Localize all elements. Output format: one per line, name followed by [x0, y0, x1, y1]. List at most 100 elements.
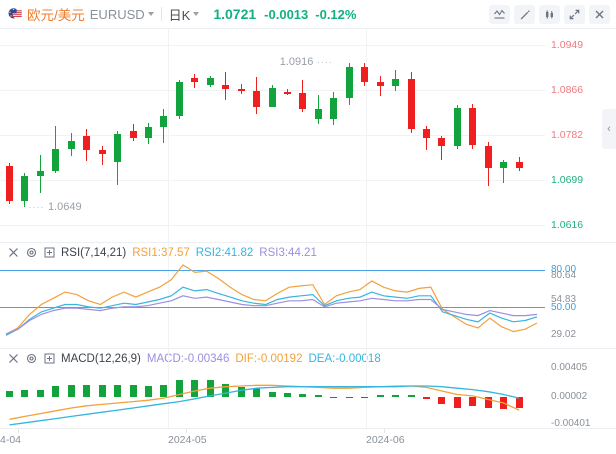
candlestick	[453, 29, 461, 242]
macd-histogram-bar	[361, 396, 369, 399]
chevron-left-icon[interactable]: ‹	[602, 109, 616, 149]
gridline	[0, 44, 545, 46]
macd-histogram-bar	[253, 388, 261, 397]
macd-histogram-bar	[67, 384, 75, 397]
eu-us-flag-icon	[8, 7, 22, 21]
month-gridline	[168, 348, 169, 428]
rsi-panel-header: RSI(7,14,21) RSI1:37.57 RSI2:41.82 RSI3:…	[0, 242, 317, 263]
price-chart-panel[interactable]: 1.0916 ···· ···· 1.0649 1.0949 1.0866 1.078…	[0, 29, 616, 242]
candlestick	[392, 29, 399, 242]
rsi-close-icon[interactable]	[7, 247, 19, 259]
chevron-down-icon[interactable]	[147, 12, 154, 16]
header-divider	[160, 7, 162, 21]
candlestick	[237, 29, 245, 242]
rsi-expand-box-icon[interactable]	[43, 247, 55, 259]
close-icon[interactable]	[589, 4, 610, 24]
macd-axis-label: 0.00002	[551, 390, 588, 402]
macd-histogram-bar	[283, 393, 291, 397]
macd-histogram-bar	[160, 384, 168, 397]
macd-histogram-bar	[392, 395, 399, 397]
macd-histogram-bar	[129, 385, 137, 397]
candlestick	[515, 29, 523, 242]
month-gridline	[168, 29, 169, 242]
price-axis: 1.0949 1.0866 1.0782 1.0699 1.0616	[545, 29, 616, 242]
gridline	[0, 135, 545, 137]
draw-pencil-icon[interactable]	[514, 4, 535, 24]
macd-histogram-bar	[6, 391, 13, 397]
rsi-gear-icon[interactable]	[25, 247, 37, 259]
price-change-percent: -0.12%	[315, 6, 357, 22]
macd-histogram-bar	[222, 383, 230, 397]
candlestick	[268, 29, 276, 242]
time-axis-label: 2024-05	[168, 434, 207, 446]
dea-value: DEA:-0.00018	[308, 352, 381, 365]
macd-axis: 0.00405 0.00002 -0.00401	[545, 348, 616, 429]
candlestick	[422, 29, 430, 242]
candlestick	[175, 29, 183, 242]
candlestick	[114, 29, 122, 242]
macd-histogram-bar	[422, 396, 430, 400]
macd-panel[interactable]: MACD(12,26,9) MACD:-0.00346 DIF:-0.00192…	[0, 348, 616, 429]
candlestick-compare-icon[interactable]	[539, 4, 560, 24]
candlestick	[67, 29, 75, 242]
candlestick	[6, 29, 13, 242]
indicator-line-icon[interactable]	[489, 4, 510, 24]
macd-histogram-bar	[21, 390, 29, 397]
price-axis-label: 1.0616	[551, 219, 584, 232]
macd-histogram-bar	[237, 387, 245, 397]
candlestick	[191, 29, 199, 242]
rsi-lines	[5, 264, 538, 336]
chart-header: 欧元/美元 EURUSD 日K 1.0721 -0.0013 -0.12%	[0, 0, 616, 29]
rsi-plot-area[interactable]	[0, 242, 545, 348]
time-axis: 4-04 2024-05 2024-06	[0, 428, 616, 454]
fullscreen-icon[interactable]	[564, 4, 585, 24]
price-plot-area[interactable]: 1.0916 ···· ···· 1.0649	[0, 29, 545, 242]
candlestick	[206, 29, 214, 242]
rsi2-value: RSI2:41.82	[195, 246, 254, 259]
macd-expand-box-icon[interactable]	[43, 353, 55, 365]
candlestick	[83, 29, 91, 242]
dif-value: DIF:-0.00192	[235, 352, 303, 365]
macd-histogram-bar	[175, 379, 183, 397]
time-axis-tick	[384, 429, 385, 433]
period-selector-label[interactable]: 日K	[168, 7, 191, 23]
rsi-axis-label: 29.02	[551, 328, 577, 340]
month-gridline	[168, 242, 169, 348]
period-chevron-down-icon[interactable]	[193, 12, 200, 16]
candlestick	[500, 29, 508, 242]
candlestick	[21, 29, 29, 242]
macd-histogram-bar	[469, 396, 477, 407]
high-annotation: 1.0916 ····	[279, 55, 333, 68]
macd-plot-area[interactable]	[0, 348, 545, 428]
rsi-axis-label: 54.83	[551, 294, 577, 305]
month-gridline	[366, 348, 367, 428]
rsi-axis-label: 80.64	[551, 270, 577, 282]
symbol-name-cn[interactable]: 欧元/美元	[27, 8, 85, 23]
low-annotation: ···· 1.0649	[28, 201, 82, 214]
time-axis-tick	[18, 429, 19, 433]
rsi-panel[interactable]: RSI(7,14,21) RSI1:37.57 RSI2:41.82 RSI3:…	[0, 242, 616, 348]
price-axis-label: 1.0866	[551, 83, 584, 96]
candlestick	[314, 29, 322, 242]
gridline	[0, 180, 545, 182]
macd-axis-label: -0.00401	[551, 418, 591, 429]
symbol-code[interactable]: EURUSD	[89, 6, 145, 22]
candlestick	[361, 29, 369, 242]
macd-gear-icon[interactable]	[25, 353, 37, 365]
macd-histogram-bar	[330, 396, 338, 399]
macd-histogram-bar	[438, 396, 446, 404]
macd-histogram-bar	[484, 396, 492, 408]
macd-histogram-bar	[36, 389, 44, 397]
macd-histogram-bar	[83, 384, 91, 397]
macd-histogram-bar	[345, 396, 353, 399]
price-axis-label: 1.0949	[551, 38, 584, 51]
macd-close-icon[interactable]	[7, 353, 19, 365]
macd-histogram-bar	[299, 393, 307, 397]
gridline	[0, 225, 545, 227]
macd-histogram-bar	[114, 384, 122, 397]
candlestick	[145, 29, 152, 242]
candlestick	[438, 29, 446, 242]
macd-panel-header: MACD(12,26,9) MACD:-0.00346 DIF:-0.00192…	[0, 348, 381, 369]
time-axis-tick	[186, 429, 187, 433]
